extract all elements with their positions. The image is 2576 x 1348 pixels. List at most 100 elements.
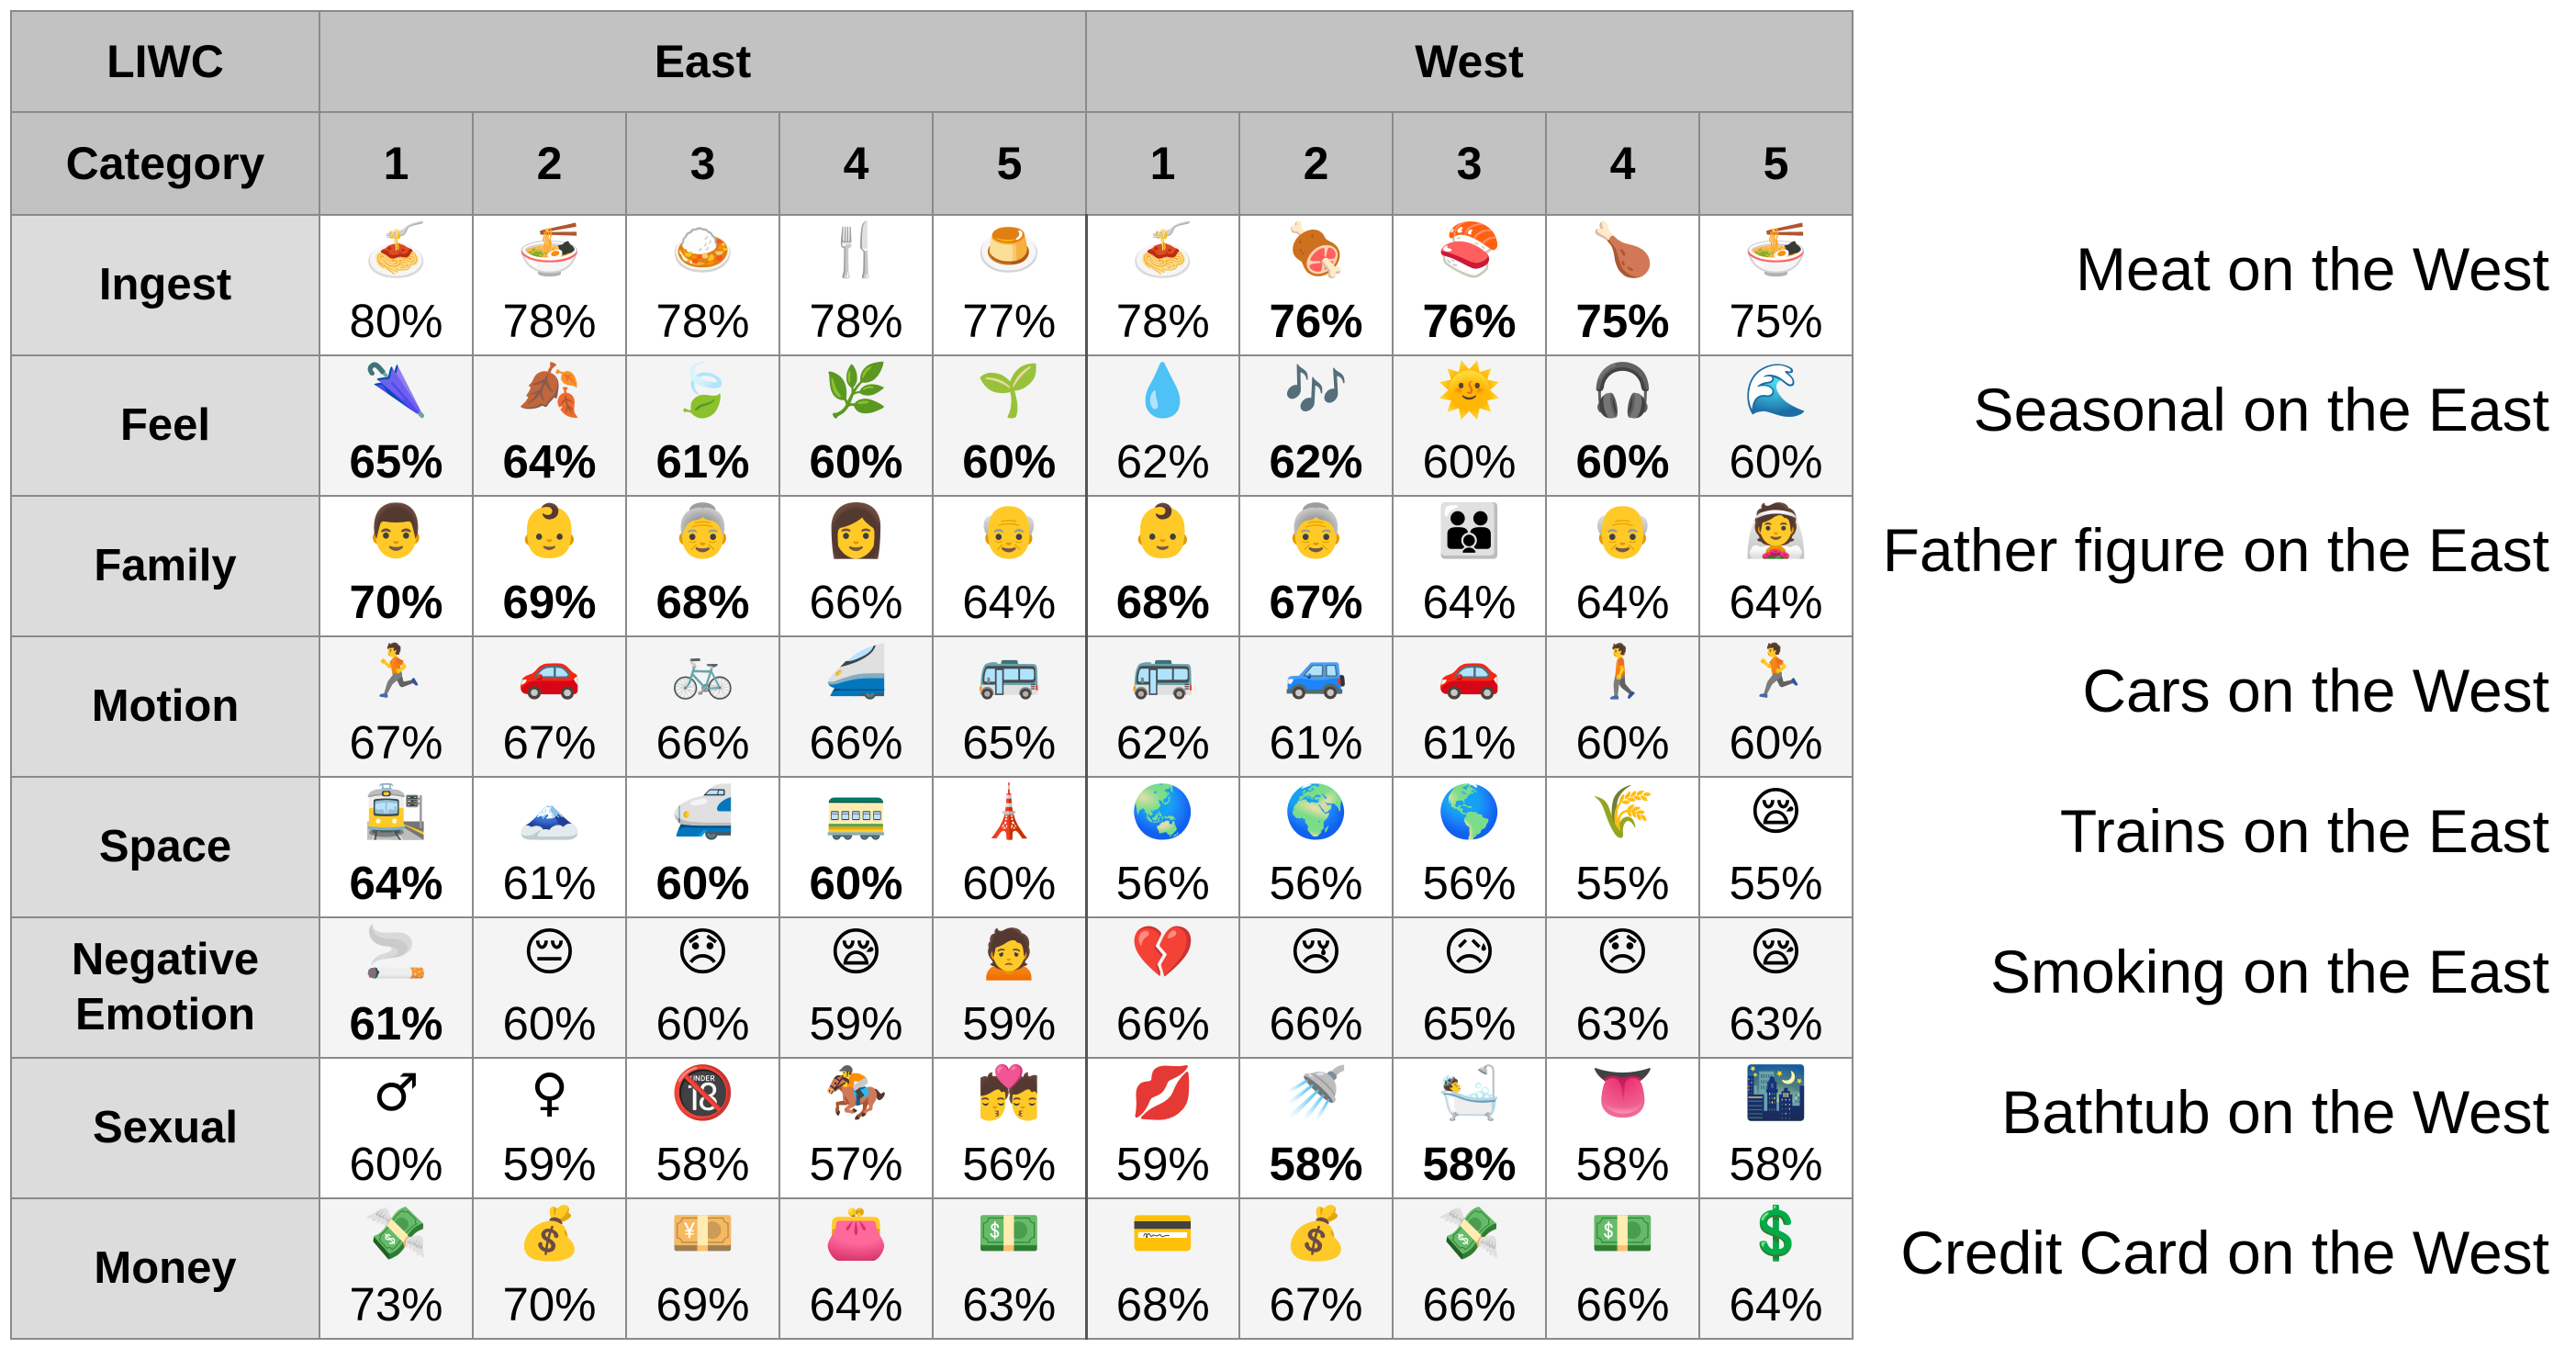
tram-icon: 🚃 [823, 781, 889, 842]
cell-west-2: 💰 67% [1238, 1197, 1394, 1340]
cell-west-4: 😞 63% [1545, 916, 1700, 1059]
rank-header-west-5: 5 [1698, 111, 1854, 216]
percentage-value: 58% [655, 1137, 750, 1190]
percentage-value: 68% [1115, 1277, 1210, 1331]
percentage-value: 64% [1422, 575, 1517, 628]
cell-east-3: 🍛 78% [625, 214, 780, 356]
horse-racing-icon: 🏇 [823, 1062, 889, 1123]
rank-header-east-5: 5 [932, 111, 1087, 216]
bullet-train-icon: 🚄 [823, 641, 889, 702]
percentage-value: 55% [1575, 856, 1670, 909]
row-annotation: Cars on the West [2082, 657, 2549, 725]
percentage-value: 60% [962, 856, 1057, 909]
table-row: Feel 🌂 65% 🍂 64% 🍃 61% 🌿 60% 🌱 60% 💧 62% 🎶 62% 🌞 60% 🎧 60%… [10, 354, 1854, 497]
percentage-value: 70% [349, 575, 443, 628]
herb-icon: 🌿 [823, 360, 889, 421]
rank-header-east-4: 4 [778, 111, 934, 216]
cell-east-1: ♂ 60% [319, 1057, 474, 1199]
runner-icon: 🏃 [364, 641, 429, 702]
cell-west-3: 🚗 61% [1392, 635, 1547, 778]
cell-east-2: 💰 70% [472, 1197, 627, 1340]
old-man-icon: 👴 [977, 500, 1042, 561]
baby-icon: 👶 [517, 500, 582, 561]
custard-icon: 🍮 [977, 219, 1042, 280]
baby-icon: 👶 [1130, 500, 1195, 561]
purse-icon: 👛 [823, 1203, 889, 1264]
cell-east-1: 🏃 67% [319, 635, 474, 778]
spaghetti-icon: 🍝 [1130, 219, 1195, 280]
cell-east-4: 🌿 60% [778, 354, 934, 497]
row-annotation: Smoking on the East [1989, 938, 2549, 1005]
percentage-value: 80% [349, 294, 443, 347]
percentage-value: 56% [962, 1137, 1057, 1190]
percentage-value: 59% [502, 1137, 597, 1190]
female-sign-icon: ♀ [530, 1062, 568, 1123]
kiss-mark-icon: 💋 [1130, 1062, 1195, 1123]
percentage-value: 78% [655, 294, 750, 347]
percentage-value: 73% [349, 1277, 443, 1331]
percentage-value: 76% [1269, 294, 1363, 347]
percentage-value: 67% [1269, 575, 1363, 628]
male-sign-icon: ♂ [373, 1062, 420, 1123]
table-row: Space 🚉 64% 🗻 61% 🚅 60% 🚃 60% 🗼 60% 🌏 56% 🌍 56% 🌎 56% 🌾 55… [10, 776, 1854, 918]
water-wave-icon: 🌊 [1743, 360, 1809, 421]
night-with-stars-icon: 🌃 [1743, 1062, 1809, 1123]
table-row: Negative Emotion 🚬 61% 😔 60% 😞 60% 😪 59% 🙍 59% 💔 66%… [10, 916, 1854, 1059]
shower-icon: 🚿 [1283, 1062, 1349, 1123]
percentage-value: 61% [349, 996, 443, 1050]
headphone-icon: 🎧 [1590, 360, 1655, 421]
percentage-value: 68% [655, 575, 750, 628]
cell-east-3: 🚲 66% [625, 635, 780, 778]
cell-west-5: 💲 64% [1698, 1197, 1854, 1340]
percentage-value: 58% [1729, 1137, 1823, 1190]
cell-west-5: 🏃 60% [1698, 635, 1854, 778]
cell-east-3: 🚅 60% [625, 776, 780, 918]
table-body: Ingest 🍝 80% 🍜 78% 🍛 78% 🍴 78% 🍮 77% 🍝 78% 🍖 76% 🍣 76% 🍗 7… [10, 214, 1854, 1340]
old-woman-icon: 👵 [1283, 500, 1349, 561]
cell-east-4: 🍴 78% [778, 214, 934, 356]
bus-icon: 🚌 [1130, 641, 1195, 702]
row-annotation: Father figure on the East [1882, 516, 2549, 584]
cell-east-5: 🚌 65% [932, 635, 1087, 778]
percentage-value: 64% [1575, 575, 1670, 628]
percentage-value: 67% [502, 715, 597, 769]
cell-west-2: 🚙 61% [1238, 635, 1394, 778]
cell-east-1: 🌂 65% [319, 354, 474, 497]
percentage-value: 59% [809, 996, 903, 1050]
sad-relieved-face-icon: 😥 [1442, 922, 1496, 983]
bus-icon: 🚌 [977, 641, 1042, 702]
money-with-wings-icon: 💸 [364, 1203, 429, 1264]
cell-east-2: 👶 69% [472, 495, 627, 637]
money-bag-icon: 💰 [1283, 1203, 1349, 1264]
money-bag-icon: 💰 [517, 1203, 582, 1264]
row-annotation: Seasonal on the East [1973, 376, 2549, 444]
cell-east-1: 🚉 64% [319, 776, 474, 918]
cell-east-2: 🚗 67% [472, 635, 627, 778]
cell-east-2: 🍜 78% [472, 214, 627, 356]
percentage-value: 75% [1575, 294, 1670, 347]
table-row: Ingest 🍝 80% 🍜 78% 🍛 78% 🍴 78% 🍮 77% 🍝 78% 🍖 76% 🍣 76% 🍗 7… [10, 214, 1854, 356]
yen-banknote-icon: 💴 [670, 1203, 735, 1264]
percentage-value: 66% [655, 715, 750, 769]
row-annotation: Meat on the West [2075, 235, 2549, 303]
bullet-train-icon: 🚅 [670, 781, 735, 842]
cell-west-3: 😥 65% [1392, 916, 1547, 1059]
cell-west-3: 💸 66% [1392, 1197, 1547, 1340]
percentage-value: 60% [809, 434, 903, 488]
percentage-value: 64% [809, 1277, 903, 1331]
rank-header-east-2: 2 [472, 111, 627, 216]
cell-east-5: 💵 63% [932, 1197, 1087, 1340]
percentage-value: 68% [1115, 575, 1210, 628]
cell-west-4: 🍗 75% [1545, 214, 1700, 356]
leaf-fluttering-icon: 🍃 [670, 360, 735, 421]
old-man-icon: 👴 [1590, 500, 1655, 561]
table-row: Motion 🏃 67% 🚗 67% 🚲 66% 🚄 66% 🚌 65% 🚌 62% 🚙 61% 🚗 61% 🚶 6… [10, 635, 1854, 778]
percentage-value: 59% [962, 996, 1057, 1050]
percentage-value: 55% [1729, 856, 1823, 909]
dollar-banknote-icon: 💵 [977, 1203, 1042, 1264]
percentage-value: 56% [1422, 856, 1517, 909]
cell-west-4: 🚶 60% [1545, 635, 1700, 778]
cell-east-2: 🗻 61% [472, 776, 627, 918]
cell-east-5: 🗼 60% [932, 776, 1087, 918]
percentage-value: 65% [962, 715, 1057, 769]
